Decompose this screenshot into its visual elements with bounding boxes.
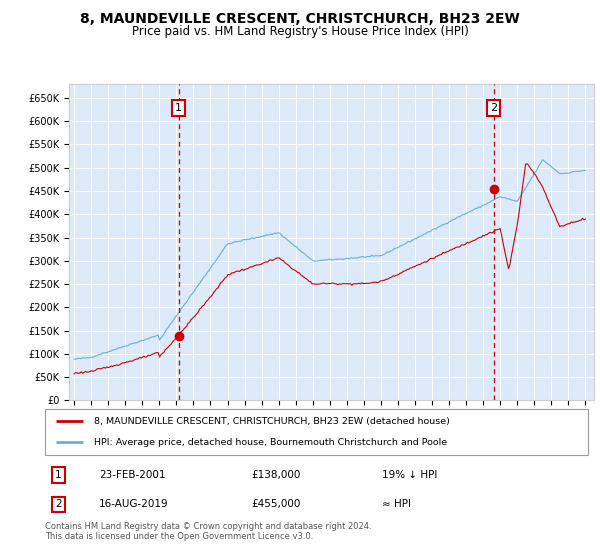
Text: 19% ↓ HPI: 19% ↓ HPI — [382, 470, 437, 480]
Text: HPI: Average price, detached house, Bournemouth Christchurch and Poole: HPI: Average price, detached house, Bour… — [94, 438, 447, 447]
Text: £138,000: £138,000 — [251, 470, 301, 480]
Text: 1: 1 — [55, 470, 62, 480]
Text: Price paid vs. HM Land Registry's House Price Index (HPI): Price paid vs. HM Land Registry's House … — [131, 25, 469, 38]
Text: £455,000: £455,000 — [251, 500, 301, 510]
Text: Contains HM Land Registry data © Crown copyright and database right 2024.
This d: Contains HM Land Registry data © Crown c… — [45, 522, 371, 542]
Text: 2: 2 — [55, 500, 62, 510]
FancyBboxPatch shape — [45, 409, 588, 455]
Text: 23-FEB-2001: 23-FEB-2001 — [100, 470, 166, 480]
Text: ≈ HPI: ≈ HPI — [382, 500, 410, 510]
Text: 16-AUG-2019: 16-AUG-2019 — [100, 500, 169, 510]
Text: 2: 2 — [490, 102, 497, 113]
Text: 8, MAUNDEVILLE CRESCENT, CHRISTCHURCH, BH23 2EW: 8, MAUNDEVILLE CRESCENT, CHRISTCHURCH, B… — [80, 12, 520, 26]
Text: 1: 1 — [175, 102, 182, 113]
Text: 8, MAUNDEVILLE CRESCENT, CHRISTCHURCH, BH23 2EW (detached house): 8, MAUNDEVILLE CRESCENT, CHRISTCHURCH, B… — [94, 417, 450, 426]
